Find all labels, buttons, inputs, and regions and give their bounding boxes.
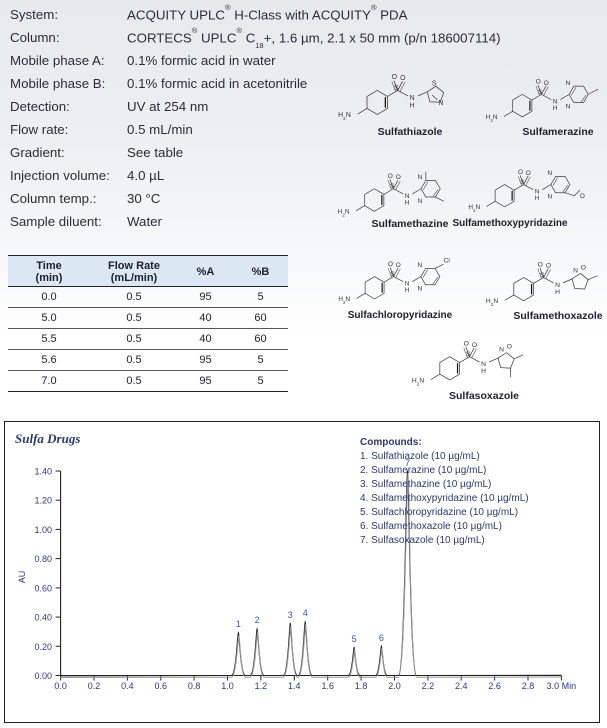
svg-text:0.60: 0.60 [34, 583, 52, 593]
svg-text:1: 1 [236, 619, 241, 629]
svg-text:N: N [418, 174, 423, 181]
svg-text:2.6: 2.6 [488, 681, 501, 691]
svg-text:2.2: 2.2 [422, 681, 435, 691]
svg-text:O: O [464, 341, 469, 348]
svg-text:N: N [418, 198, 423, 205]
svg-text:S: S [520, 179, 524, 186]
svg-text:0.20: 0.20 [34, 642, 52, 652]
svg-text:6: 6 [379, 633, 384, 643]
svg-text:O: O [580, 193, 585, 200]
svg-text:1.00: 1.00 [34, 525, 52, 535]
svg-text:S: S [538, 89, 543, 96]
svg-text:1.0: 1.0 [221, 681, 234, 691]
svg-text:0.8: 0.8 [188, 681, 201, 691]
svg-text:H: H [535, 195, 540, 202]
svg-text:S: S [432, 81, 437, 88]
svg-text:O: O [396, 174, 401, 181]
svg-text:O: O [396, 262, 401, 269]
svg-text:O: O [388, 261, 393, 268]
svg-text:N: N [535, 188, 540, 195]
svg-text:H2N: H2N [338, 209, 350, 218]
svg-text:O: O [400, 75, 406, 82]
svg-text:0.80: 0.80 [34, 554, 52, 564]
svg-text:N: N [405, 193, 410, 200]
svg-text:O: O [538, 261, 543, 268]
svg-text:N: N [439, 100, 444, 107]
svg-text:N: N [566, 80, 571, 87]
svg-text:2.4: 2.4 [455, 681, 468, 691]
svg-text:N: N [410, 95, 415, 102]
svg-text:O: O [544, 80, 549, 87]
svg-text:0.00: 0.00 [34, 671, 52, 681]
svg-text:H: H [405, 287, 410, 294]
svg-text:N: N [405, 280, 410, 287]
svg-text:0.6: 0.6 [155, 681, 168, 691]
svg-text:O: O [392, 74, 398, 81]
svg-text:1.4: 1.4 [288, 681, 301, 691]
svg-text:N: N [566, 103, 571, 110]
svg-text:H: H [481, 368, 486, 375]
svg-text:N: N [499, 346, 504, 353]
svg-text:Cl: Cl [444, 258, 450, 265]
svg-text:5: 5 [352, 634, 357, 644]
svg-text:O: O [546, 263, 551, 270]
svg-text:AU: AU [17, 571, 27, 584]
svg-text:1.6: 1.6 [321, 681, 334, 691]
svg-text:O: O [581, 264, 586, 271]
svg-text:1.2: 1.2 [255, 681, 268, 691]
svg-text:H2N: H2N [338, 112, 351, 122]
svg-text:0.2: 0.2 [88, 681, 101, 691]
svg-text:S: S [390, 271, 394, 278]
svg-text:2: 2 [255, 615, 260, 625]
svg-text:N: N [481, 361, 486, 368]
svg-text:N: N [548, 170, 553, 177]
svg-text:1.40: 1.40 [34, 467, 52, 477]
svg-text:O: O [507, 344, 512, 351]
svg-text:N: N [553, 98, 558, 105]
svg-text:2.8: 2.8 [522, 681, 535, 691]
svg-text:O: O [518, 169, 523, 176]
svg-text:1.20: 1.20 [34, 496, 52, 506]
svg-text:O: O [472, 342, 477, 349]
svg-text:S: S [394, 85, 399, 92]
svg-text:0.4: 0.4 [121, 681, 134, 691]
svg-text:N: N [555, 282, 560, 289]
svg-text:N: N [548, 194, 553, 201]
svg-text:O: O [388, 173, 393, 180]
svg-text:S: S [540, 272, 545, 279]
svg-text:H2N: H2N [486, 298, 498, 307]
svg-text:N: N [418, 286, 423, 293]
svg-text:2.0: 2.0 [388, 681, 401, 691]
svg-text:S: S [466, 351, 471, 358]
svg-text:H: H [410, 102, 415, 109]
svg-text:H2N: H2N [486, 114, 498, 122]
svg-text:H2N: H2N [412, 377, 424, 386]
svg-text:O: O [526, 170, 531, 177]
svg-text:3: 3 [288, 610, 293, 620]
svg-text:H: H [555, 289, 560, 296]
svg-text:3.0 Min: 3.0 Min [547, 681, 577, 691]
svg-text:H2N: H2N [338, 296, 350, 305]
svg-text:4: 4 [303, 608, 308, 618]
svg-text:H: H [553, 105, 558, 112]
svg-text:H: H [405, 200, 410, 207]
svg-text:N: N [418, 262, 423, 269]
svg-text:H2N: H2N [468, 204, 480, 212]
svg-text:1.8: 1.8 [355, 681, 368, 691]
svg-text:0.0: 0.0 [54, 681, 67, 691]
svg-text:O: O [536, 79, 541, 86]
svg-text:0.40: 0.40 [34, 613, 52, 623]
svg-text:N: N [573, 267, 578, 274]
svg-text:S: S [390, 183, 395, 190]
